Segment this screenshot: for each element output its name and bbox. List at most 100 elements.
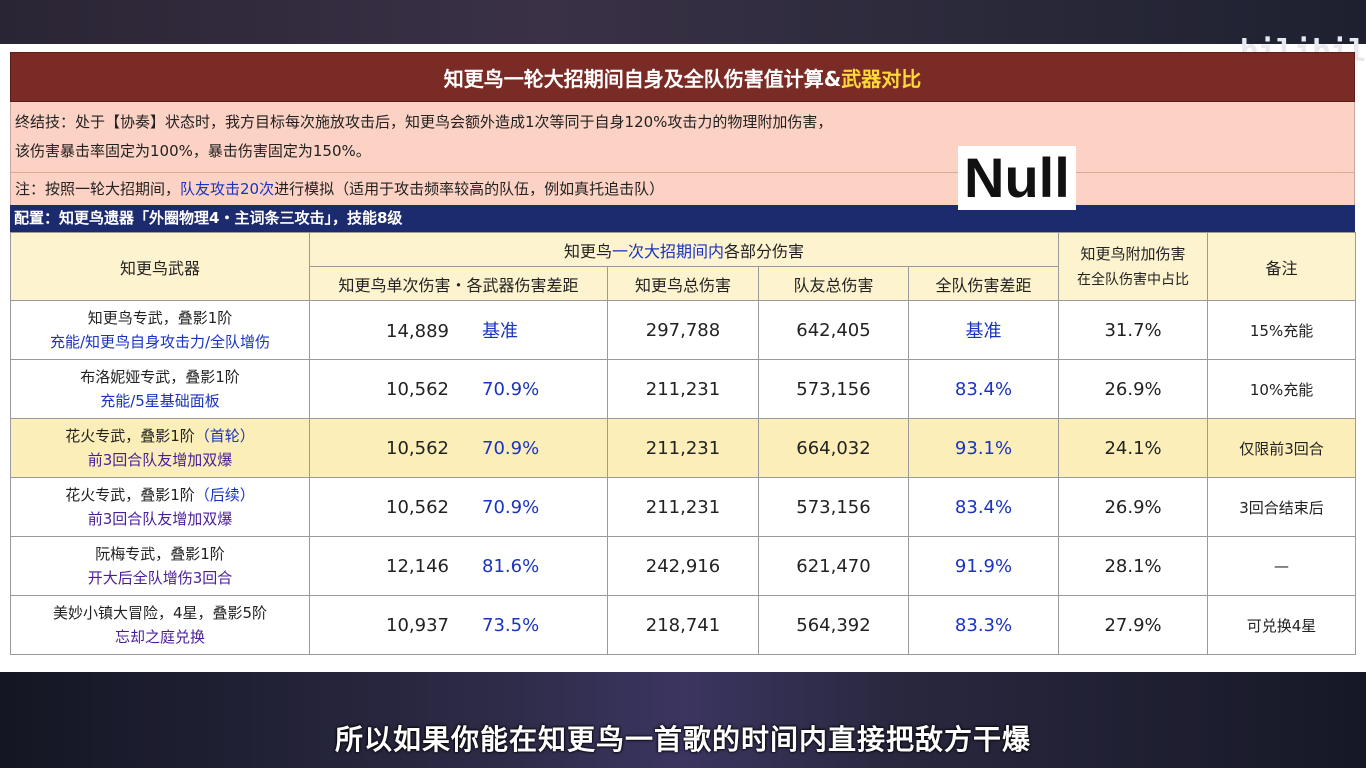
damage-ratio: 26.9% [1058,359,1209,419]
single-damage-cell: 10,562 70.9% [309,359,608,419]
total-damage: 297,788 [607,300,759,360]
sheet-title-main: 知更鸟一轮大招期间自身及全队伤害值计算& [443,66,842,91]
table-row: 布洛妮娅专武，叠影1阶 充能/5星基础面板 10,562 70.9% 211,231 57… [10,359,1357,419]
sheet-title: 知更鸟一轮大招期间自身及全队伤害值计算& 武器对比 [10,52,1355,102]
single-damage: 10,937 [386,614,449,636]
single-gap: 70.9% [482,437,540,459]
note-suffix: 进行模拟（适用于攻击频率较高的队伍，例如真托追击队） [274,180,665,198]
remark: — [1207,536,1357,596]
single-damage: 10,562 [386,437,449,459]
weapon-note: 充能/知更鸟自身攻击力/全队增伤 [49,333,271,351]
single-damage-cell: 14,889 基准 [309,300,608,360]
damage-ratio: 31.7% [1058,300,1209,360]
weapon-name-line: 花火专武，叠影1阶（首轮） [11,424,309,448]
weapon-cell: 花火专武，叠影1阶（首轮） 前3回合队友增加双爆 [10,418,310,478]
damage-ratio: 28.1% [1058,536,1209,596]
single-damage: 10,562 [386,496,449,518]
header-ratio: 知更鸟附加伤害 在全队伤害中占比 [1058,232,1209,301]
weapon-note: 前3回合队友增加双爆 [87,451,233,469]
remark: 10%充能 [1207,359,1357,419]
total-damage: 211,231 [607,418,759,478]
weapon-cell: 花火专武，叠影1阶（后续） 前3回合队友增加双爆 [10,477,310,537]
ally-damage: 564,392 [758,595,909,655]
table-row: 花火专武，叠影1阶（首轮） 前3回合队友增加双爆 10,562 70.9% 211,23… [10,418,1357,478]
desc-line-1: 终结技：处于【协奏】状态时，我方目标每次施放攻击后，知更鸟会额外造成1次等同于自… [15,113,833,131]
remark: 可兑换4星 [1207,595,1357,655]
group-blue: 一次大招期间内 [612,241,725,261]
table-row: 阮梅专武，叠影1阶 开大后全队增伤3回合 12,146 81.6% 242,916 621… [10,536,1357,596]
weapon-name-line: 布洛妮娅专武，叠影1阶 [11,365,309,389]
single-gap: 基准 [482,321,518,342]
video-background-bottom [0,672,1366,768]
ally-damage: 664,032 [758,418,909,478]
single-gap: 70.9% [482,378,540,400]
ally-damage: 573,156 [758,359,909,419]
group-prefix: 知更鸟 [564,241,613,261]
ally-damage: 621,470 [758,536,909,596]
single-damage-cell: 10,562 70.9% [309,418,608,478]
weapon-cell: 布洛妮娅专武，叠影1阶 充能/5星基础面板 [10,359,310,419]
weapon-name: 美妙小镇大冒险，4星，叠影5阶 [52,604,268,622]
table-row: 知更鸟专武，叠影1阶充能/知更鸟自身攻击力/全队增伤 14,889 基准 297,78… [10,300,1357,360]
header-weapon: 知更鸟武器 [10,232,310,301]
single-damage: 14,889 [386,321,449,342]
table-row: 美妙小镇大冒险，4星，叠影5阶 忘却之庭兑换 10,937 73.5% 218,741 5… [10,595,1357,655]
weapon-cell: 知更鸟专武，叠影1阶充能/知更鸟自身攻击力/全队增伤 [10,300,310,360]
single-damage-cell: 10,937 73.5% [309,595,608,655]
single-damage: 10,562 [386,378,449,400]
note-prefix: 注：按照一轮大招期间， [15,180,181,198]
total-damage: 211,231 [607,477,759,537]
weapon-cell: 阮梅专武，叠影1阶 开大后全队增伤3回合 [10,536,310,596]
single-damage-cell: 10,562 70.9% [309,477,608,537]
weapon-name-line: 阮梅专武，叠影1阶 [11,542,309,566]
single-gap: 81.6% [482,555,540,577]
damage-ratio: 27.9% [1058,595,1209,655]
weapon-name-line: 美妙小镇大冒险，4星，叠影5阶 [11,601,309,625]
weapon-name-tag: （后续） [194,486,255,504]
single-damage: 12,146 [386,555,449,577]
total-damage: 218,741 [607,595,759,655]
team-gap: 91.9% [907,536,1060,596]
config-bar: 配置：知更鸟遗器「外圈物理4・主词条三攻击」，技能8级 [10,205,1355,232]
remark: 3回合结束后 [1207,477,1357,537]
damage-ratio: 26.9% [1058,477,1209,537]
ally-damage: 573,156 [758,477,909,537]
note-highlight: 队友攻击20次 [180,180,275,198]
single-gap: 70.9% [482,496,540,518]
ally-damage: 642,405 [758,300,909,360]
weapon-note: 忘却之庭兑换 [114,628,205,646]
weapon-cell: 美妙小镇大冒险，4星，叠影5阶 忘却之庭兑换 [10,595,310,655]
weapon-note: 充能/5星基础面板 [100,392,220,410]
table-row: 花火专武，叠影1阶（后续） 前3回合队友增加双爆 10,562 70.9% 211,23… [10,477,1357,537]
damage-ratio: 24.1% [1058,418,1209,478]
team-gap: 83.4% [907,359,1060,419]
team-gap: 93.1% [907,418,1060,478]
group-suffix: 各部分伤害 [724,241,805,261]
header-ratio-line2: 在全队伤害中占比 [1077,271,1190,288]
simulation-note: 注：按照一轮大招期间，队友攻击20次进行模拟（适用于攻击频率较高的队伍，例如真托… [10,172,1355,205]
weapon-note: 开大后全队增伤3回合 [87,569,233,587]
total-damage: 242,916 [607,536,759,596]
video-background-top [0,0,1366,44]
damage-sheet: 知更鸟一轮大招期间自身及全队伤害值计算& 武器对比 终结技：处于【协奏】状态时，我… [10,52,1357,655]
header-remark: 备注 [1207,232,1357,301]
null-label: Null [958,146,1076,210]
header-ratio-line1: 知更鸟附加伤害 [1080,244,1186,263]
desc-line-2: 该伤害暴击率固定为100%，暴击伤害固定为150%。 [15,142,371,160]
video-subtitle: 所以如果你能在知更鸟一首歌的时间内直接把敌方干爆 [334,723,1031,756]
header-damage-group: 知更鸟一次大招期间内各部分伤害 [308,232,1060,267]
header-single: 知更鸟单次伤害・各武器伤害差距 [309,266,608,301]
header-total: 知更鸟总伤害 [607,266,759,301]
weapon-name: 花火专武，叠影1阶 [65,427,195,445]
weapon-name-line: 花火专武，叠影1阶（后续） [11,483,309,507]
weapon-name: 布洛妮娅专武，叠影1阶 [80,368,240,386]
team-gap: 基准 [907,300,1060,360]
single-gap: 73.5% [482,614,540,636]
total-damage: 211,231 [607,359,759,419]
weapon-name: 知更鸟专武，叠影1阶 [87,309,233,327]
team-gap: 83.4% [907,477,1060,537]
weapon-note: 前3回合队友增加双爆 [87,510,233,528]
weapon-name: 阮梅专武，叠影1阶 [95,545,225,563]
weapon-name: 花火专武，叠影1阶 [65,486,195,504]
header-ally: 队友总伤害 [758,266,909,301]
